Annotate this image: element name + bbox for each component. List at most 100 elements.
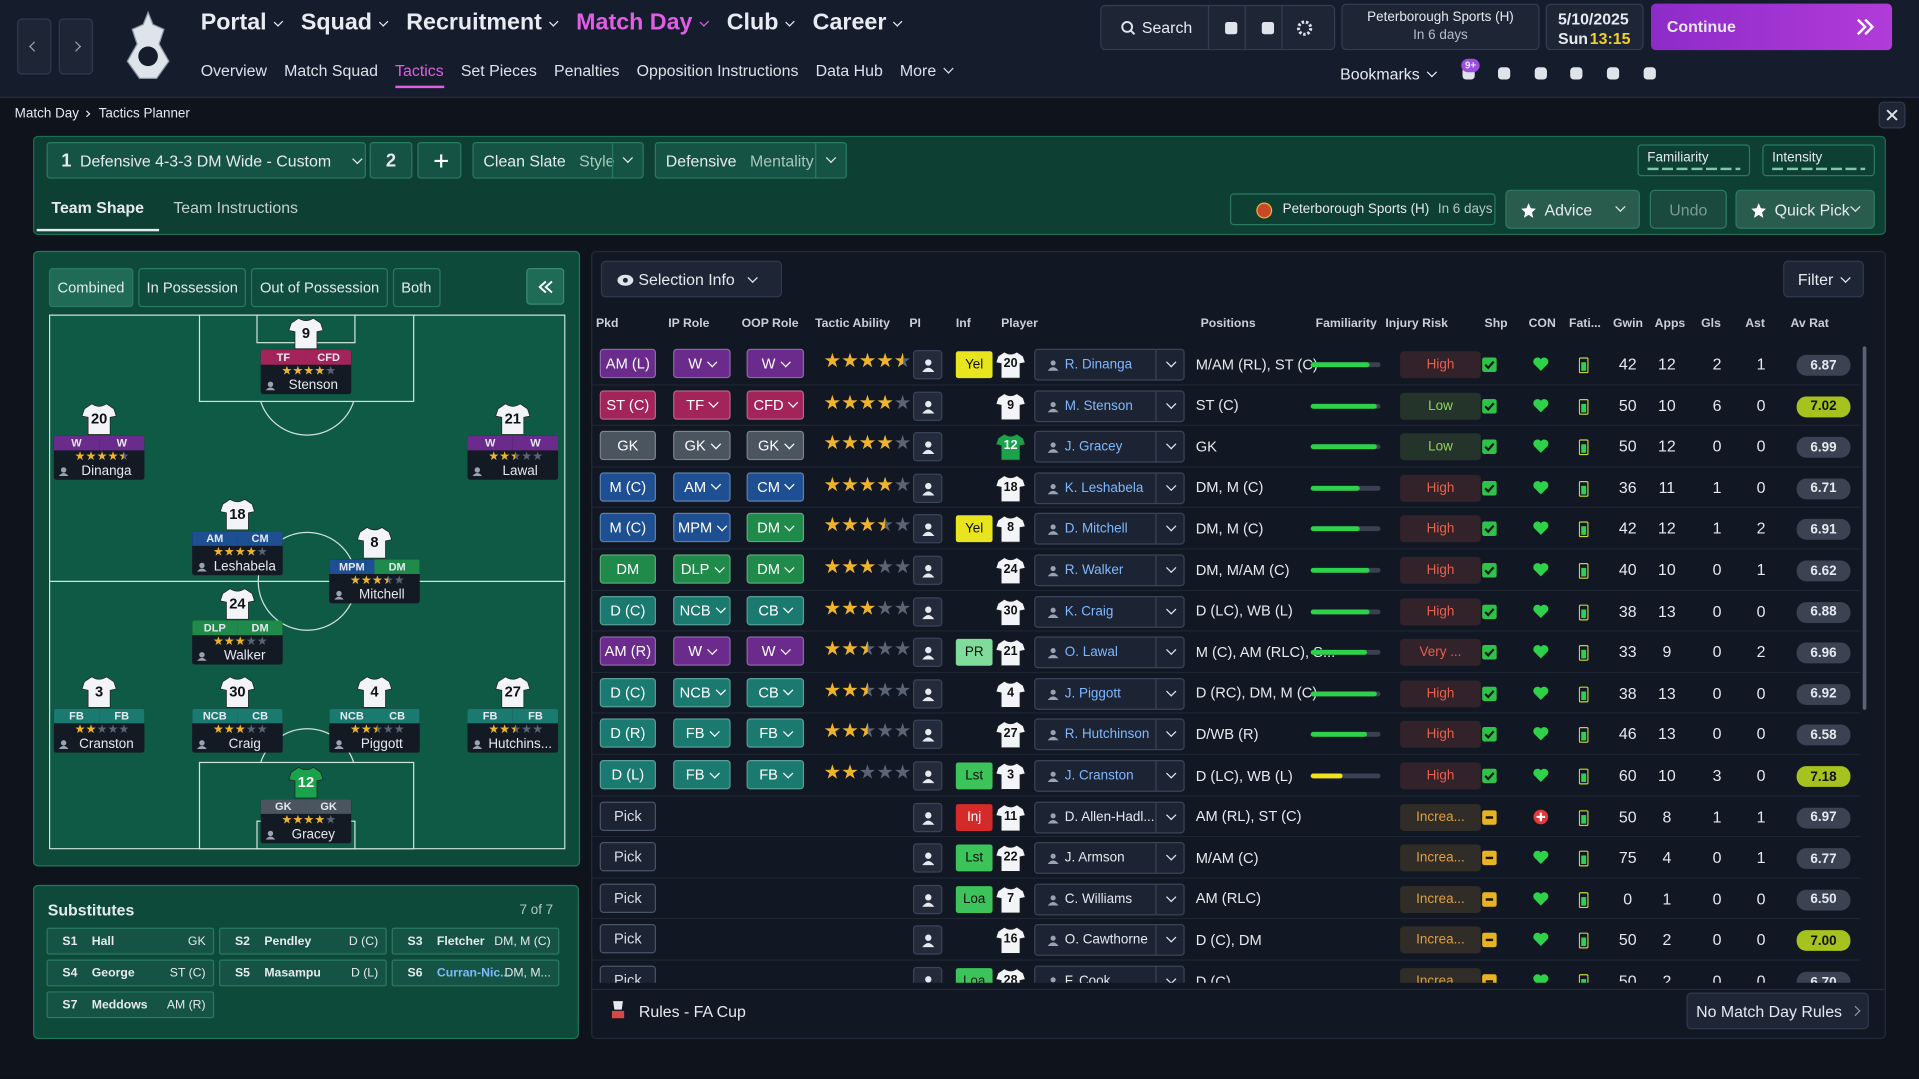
pi-button[interactable]	[912, 473, 943, 503]
quick-pick-button[interactable]: Quick Pick	[1735, 189, 1875, 229]
player-select[interactable]: J. Gracey	[1034, 431, 1185, 463]
back-button[interactable]	[17, 18, 52, 75]
undo-button[interactable]: Undo	[1649, 189, 1727, 229]
menu-item[interactable]: Club	[727, 10, 795, 37]
table-row[interactable]: Pick Inj 11 D. Allen-Hadl... AM (RL), ST (C)…	[591, 796, 1861, 838]
sub-menu-item[interactable]: Match Squad	[284, 61, 378, 80]
continue-button[interactable]: Continue	[1650, 3, 1893, 51]
sub-menu-item[interactable]: Penalties	[554, 61, 620, 80]
player-select[interactable]: K. Leshabela	[1034, 472, 1185, 504]
view-toggle[interactable]: In Possession	[137, 268, 247, 308]
sub-menu-item[interactable]: Opposition Instructions	[636, 61, 799, 80]
sub-menu-item[interactable]: Set Pieces	[460, 61, 537, 80]
ip-role[interactable]: TF	[673, 389, 731, 420]
table-row[interactable]: AM (L) W W ★★★★★★★★★★ Yel 20 R. Dinanga M/AM (R…	[591, 344, 1861, 386]
picked-position[interactable]: Pick	[599, 883, 656, 913]
player-select[interactable]: M. Stenson	[1034, 389, 1185, 422]
ip-role[interactable]: W	[673, 348, 731, 379]
table-row[interactable]: ST (C) TF CFD ★★★★★★★★★★ 9 M. Stenson ST (C) Lo…	[591, 385, 1861, 427]
player-select[interactable]: C. Williams	[1034, 883, 1185, 916]
picked-position[interactable]: Pick	[599, 965, 656, 983]
table-row[interactable]: M (C) MPM DM ★★★★★★★★★★ Yel 8 D. Mitchell DM, M…	[591, 508, 1861, 550]
picked-position[interactable]: Pick	[599, 842, 656, 872]
picked-position[interactable]: ST (C)	[599, 389, 656, 420]
column-header[interactable]: Gls	[1701, 316, 1721, 331]
column-header[interactable]: Apps	[1654, 316, 1686, 331]
picked-position[interactable]: M (C)	[599, 513, 656, 543]
oop-role[interactable]: GK	[746, 431, 805, 461]
picked-position[interactable]: GK	[599, 431, 656, 461]
bookmarks[interactable]: Bookmarks	[1340, 65, 1438, 83]
oop-role[interactable]: DM	[746, 513, 805, 543]
view-toggle[interactable]: Out of Possession	[251, 268, 388, 308]
pi-button[interactable]	[912, 884, 943, 914]
column-header[interactable]: Ast	[1745, 316, 1765, 331]
column-header[interactable]: Player	[1001, 316, 1038, 331]
mentality-select[interactable]: Defensive Mentality	[654, 141, 847, 179]
menu-item[interactable]: Match Day	[576, 10, 709, 37]
column-header[interactable]: Shp	[1484, 316, 1508, 331]
breadcrumb-item[interactable]: Tactics Planner	[98, 106, 190, 122]
oop-role[interactable]: W	[746, 636, 805, 667]
menu-item[interactable]: Portal	[201, 10, 284, 37]
substitute[interactable]: S7 Meddows AM (R)	[46, 991, 215, 1019]
ip-role[interactable]: DLP	[673, 554, 731, 584]
picked-position[interactable]: AM (R)	[599, 636, 656, 667]
oop-role[interactable]: FB	[746, 760, 805, 790]
pi-button[interactable]	[912, 720, 943, 750]
forward-button[interactable]	[58, 18, 94, 75]
picked-position[interactable]: M (C)	[599, 472, 656, 502]
oop-role[interactable]: W	[746, 348, 805, 379]
table-row[interactable]: D (L) FB FB ★★★★★★★★★★ Lst 3 J. Cranston D (LC)…	[591, 755, 1861, 797]
column-header[interactable]: OOP Role	[741, 316, 799, 331]
breadcrumb-item[interactable]: Match Day	[14, 106, 80, 122]
view-toggle[interactable]: Both	[392, 268, 440, 308]
player-select[interactable]: J. Cranston	[1034, 760, 1185, 792]
sub-menu-item[interactable]: Overview	[200, 61, 268, 80]
pi-button[interactable]	[912, 925, 943, 956]
view-toggle[interactable]: Combined	[48, 268, 134, 308]
player-select[interactable]: O. Lawal	[1034, 636, 1185, 669]
menu-item[interactable]: Career	[813, 10, 903, 37]
sub-menu-item[interactable]: Tactics	[395, 61, 444, 89]
ip-role[interactable]: FB	[673, 760, 731, 790]
table-row[interactable]: AM (R) W W ★★★★★★★★★★ PR 21 O. Lawal M (C), AM …	[591, 632, 1861, 673]
oop-role[interactable]: DM	[746, 554, 805, 584]
style-select[interactable]: Clean Slate Style	[472, 141, 644, 179]
column-header[interactable]: CON	[1528, 316, 1556, 331]
column-header[interactable]: Inf	[955, 316, 971, 331]
ip-role[interactable]: FB	[673, 718, 731, 749]
pi-button[interactable]	[912, 802, 943, 832]
pi-button[interactable]	[912, 761, 943, 791]
pi-button[interactable]	[912, 596, 943, 627]
sub-menu-item[interactable]: Data Hub	[815, 61, 883, 80]
menu-item[interactable]: Recruitment	[406, 10, 559, 37]
pi-button[interactable]	[912, 637, 943, 668]
oop-role[interactable]: CB	[746, 595, 805, 625]
table-row[interactable]: Pick Loa 7 C. Williams AM (RLC) Increa... 0 1 0 0…	[591, 878, 1861, 920]
player-select[interactable]: J. Piggott	[1034, 677, 1185, 710]
column-header[interactable]: Pkd	[596, 316, 619, 331]
oop-role[interactable]: CM	[746, 472, 805, 502]
table-row[interactable]: D (R) FB FB ★★★★★★★★★★ 27 R. Hutchinson D/WB (…	[591, 714, 1861, 756]
oop-role[interactable]: CB	[746, 677, 805, 708]
table-row[interactable]: D (C) NCB CB ★★★★★★★★★★ 4 J. Piggott D (RC), D…	[591, 673, 1861, 714]
picked-position[interactable]: D (C)	[599, 677, 656, 708]
collapse-button[interactable]	[526, 268, 565, 305]
column-header[interactable]: IP Role	[668, 316, 710, 331]
oop-role[interactable]: CFD	[746, 389, 805, 420]
picked-position[interactable]: Pick	[599, 924, 656, 954]
player-select[interactable]: J. Armson	[1034, 842, 1185, 875]
substitute[interactable]: S2 Pendley D (C)	[219, 927, 387, 955]
player-select[interactable]: O. Cawthorne	[1034, 924, 1185, 957]
player-select[interactable]: D. Mitchell	[1034, 513, 1185, 546]
column-header[interactable]: PI	[909, 316, 921, 331]
pi-button[interactable]	[912, 678, 943, 709]
oop-role[interactable]: FB	[746, 718, 805, 749]
table-row[interactable]: Pick 16 O. Cawthorne D (C), DM Increa... 50 2 0…	[591, 920, 1861, 961]
ip-role[interactable]: GK	[673, 431, 731, 461]
pi-button[interactable]	[912, 514, 943, 544]
player-select[interactable]: R. Hutchinson	[1034, 718, 1185, 751]
substitute[interactable]: S1 Hall GK	[46, 927, 215, 955]
pi-button[interactable]	[912, 966, 943, 983]
